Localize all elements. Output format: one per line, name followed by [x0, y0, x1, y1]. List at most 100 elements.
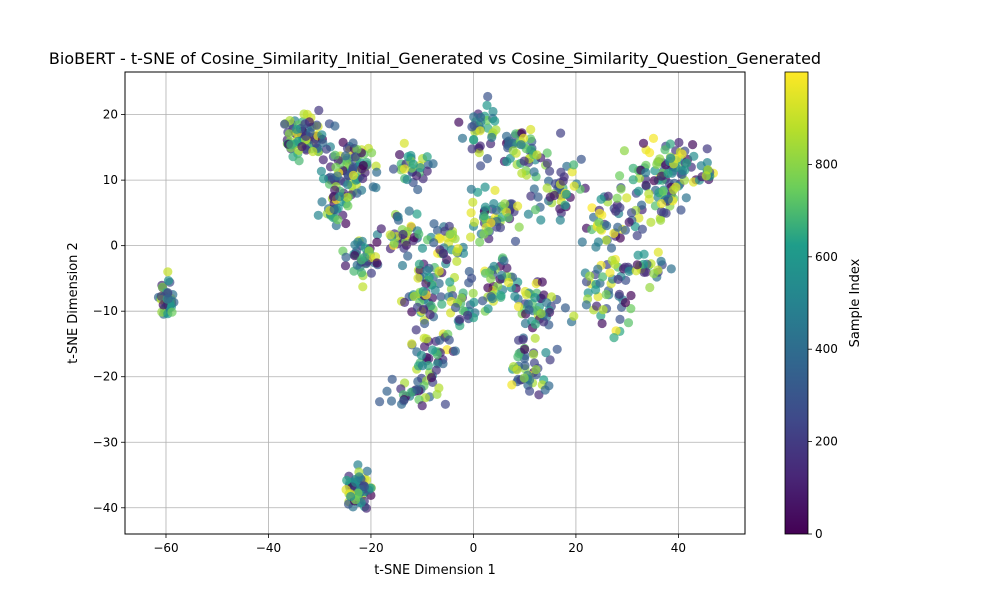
scatter-point: [638, 138, 649, 148]
scatter-point: [469, 135, 479, 145]
scatter-point: [348, 138, 358, 148]
scatter-point: [489, 199, 499, 209]
scatter-point: [400, 297, 410, 307]
colorbar-ticks: 0 200 400 600 800: [808, 157, 838, 541]
scatter-point: [418, 286, 428, 296]
scatter-point: [312, 120, 322, 130]
y-axis-label: t-SNE Dimension 2: [66, 242, 81, 364]
scatter-point: [656, 199, 667, 209]
scatter-point: [632, 260, 642, 270]
scatter-point: [422, 152, 432, 162]
scatter-point: [602, 221, 612, 231]
scatter-point: [430, 285, 440, 295]
scatter-point: [497, 270, 507, 280]
scatter-point: [634, 213, 644, 223]
scatter-point: [556, 167, 566, 177]
scatter-point: [468, 288, 478, 298]
scatter-point: [532, 150, 542, 160]
scatter-point: [542, 183, 552, 193]
scatter-point: [469, 217, 480, 227]
scatter-point: [503, 213, 513, 223]
scatter-point: [529, 349, 539, 359]
scatter-point: [495, 223, 505, 233]
scatter-point: [612, 193, 622, 203]
scatter-point: [398, 229, 408, 240]
scatter-point: [645, 282, 655, 293]
scatter-point: [609, 333, 619, 343]
scatter-point: [318, 138, 328, 148]
scatter-point: [340, 151, 351, 161]
scatter-point: [422, 265, 432, 276]
scatter-point: [424, 272, 434, 283]
scatter-point: [601, 235, 611, 245]
scatter-point: [576, 154, 586, 164]
scatter-point: [677, 149, 687, 159]
scatter-point: [665, 139, 675, 149]
scatter-point: [418, 304, 429, 314]
scatter-point: [329, 204, 339, 214]
x-tick-label: −40: [256, 541, 281, 555]
scatter-point: [350, 240, 360, 250]
scatter-point: [626, 290, 636, 301]
scatter-point: [615, 233, 625, 243]
scatter-point: [412, 385, 422, 395]
y-tick-label: −30: [93, 435, 118, 449]
scatter-point: [414, 229, 424, 239]
scatter-points: [153, 91, 719, 513]
scatter-point: [500, 199, 510, 209]
scatter-point: [366, 268, 376, 278]
scatter-point: [375, 397, 385, 407]
scatter-point: [569, 181, 579, 191]
colorbar-tick-label: 0: [815, 527, 823, 541]
scatter-point: [542, 148, 552, 158]
scatter-point: [512, 365, 522, 375]
scatter-point: [469, 297, 479, 307]
colorbar-label: Sample Index: [848, 258, 863, 347]
scatter-point: [482, 100, 492, 110]
scatter-point: [486, 218, 496, 228]
scatter-point: [331, 162, 341, 172]
scatter-point: [387, 374, 397, 384]
scatter-point: [421, 334, 432, 344]
scatter-point: [510, 291, 520, 301]
scatter-point: [591, 242, 601, 252]
scatter-point: [626, 208, 637, 218]
scatter-point: [530, 293, 540, 303]
scatter-point: [438, 248, 449, 258]
scatter-point: [399, 396, 409, 406]
scatter-point: [681, 193, 691, 203]
scatter-point: [399, 138, 409, 148]
scatter-point: [402, 174, 412, 185]
scatter-point: [585, 271, 595, 281]
scatter-point: [362, 466, 372, 476]
scatter-point: [646, 217, 656, 227]
scatter-point: [520, 361, 530, 371]
scatter-point: [475, 141, 485, 151]
scatter-point: [404, 206, 414, 216]
scatter-point: [479, 229, 489, 239]
scatter-point: [502, 157, 512, 167]
scatter-point: [526, 124, 536, 135]
scatter-point: [450, 346, 460, 356]
scatter-point: [348, 170, 358, 180]
scatter-point: [577, 237, 587, 247]
scatter-point: [467, 122, 477, 132]
scatter-point: [567, 167, 577, 177]
scatter-point: [359, 481, 369, 492]
y-tick-label: 10: [103, 173, 118, 187]
scatter-point: [280, 119, 290, 129]
colorbar: [784, 71, 809, 535]
scatter-point: [483, 283, 493, 293]
scatter-point: [513, 201, 523, 211]
scatter-point: [332, 171, 342, 181]
scatter-point: [444, 221, 454, 231]
scatter-point: [634, 186, 644, 196]
scatter-point: [420, 318, 430, 329]
scatter-point: [316, 166, 326, 176]
scatter-point: [603, 191, 613, 201]
scatter-point: [333, 215, 343, 225]
scatter-point: [397, 260, 408, 271]
scatter-point: [628, 175, 638, 185]
scatter-point: [388, 164, 399, 174]
scatter-point: [330, 150, 340, 160]
